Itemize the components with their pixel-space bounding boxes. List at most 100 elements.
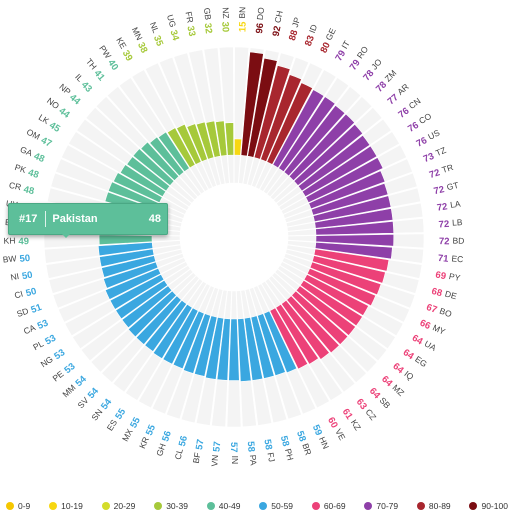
bar-ng[interactable]: [115, 279, 169, 320]
bar-my[interactable]: [306, 267, 377, 307]
bar-es[interactable]: [152, 303, 193, 360]
bar-iq[interactable]: [295, 285, 356, 336]
bar-kz[interactable]: [275, 303, 319, 365]
legend-item-80-89[interactable]: 80-89: [416, 501, 451, 511]
bar-pw[interactable]: [157, 131, 190, 173]
bar-br[interactable]: [257, 313, 286, 376]
bar-kh[interactable]: [98, 234, 153, 246]
legend-label: 30-39: [166, 501, 188, 511]
bar-pa[interactable]: [237, 318, 252, 382]
bar-ci[interactable]: [101, 255, 157, 278]
bar-sv[interactable]: [135, 295, 182, 345]
bar-th[interactable]: [149, 136, 185, 177]
bar-code-label: BR: [300, 442, 313, 456]
legend-item-0-9[interactable]: 0-9: [6, 501, 30, 511]
bar-nz[interactable]: [224, 122, 234, 156]
bar-co[interactable]: [301, 145, 378, 198]
bar-cn[interactable]: [297, 134, 371, 192]
bar-hn[interactable]: [263, 310, 298, 374]
bar-gh[interactable]: [182, 313, 211, 374]
legend-item-10-19[interactable]: 10-19: [49, 501, 83, 511]
bar-no[interactable]: [126, 156, 171, 192]
bar-np[interactable]: [132, 148, 175, 187]
bar-sd[interactable]: [103, 261, 159, 289]
bar-ke[interactable]: [166, 127, 196, 169]
bar-ar[interactable]: [293, 123, 364, 187]
bar-tr[interactable]: [310, 182, 389, 216]
bar-cz[interactable]: [280, 299, 330, 360]
bar-ph[interactable]: [250, 315, 275, 379]
bar-zm[interactable]: [288, 113, 356, 182]
bar-sb[interactable]: [286, 295, 340, 354]
bar-bf[interactable]: [205, 317, 225, 380]
bar-in[interactable]: [228, 318, 240, 381]
bar-nl[interactable]: [186, 123, 208, 162]
bar-la[interactable]: [314, 208, 394, 229]
bar-label-us: 76US: [414, 128, 442, 150]
legend-item-30-39[interactable]: 30-39: [154, 501, 188, 511]
bar-ro[interactable]: [278, 96, 336, 173]
bar-code-label: JP: [290, 16, 302, 29]
bar-do[interactable]: [240, 51, 264, 157]
bar-ca[interactable]: [104, 267, 162, 300]
bar-id[interactable]: [260, 74, 302, 162]
bar-bo[interactable]: [309, 261, 382, 296]
bar-vn[interactable]: [216, 318, 231, 381]
bar-mm[interactable]: [127, 290, 177, 338]
bar-eg[interactable]: [299, 279, 363, 327]
legend-item-60-69[interactable]: 60-69: [311, 501, 346, 511]
legend-item-90-100[interactable]: 90-100: [469, 501, 508, 511]
bar-ve[interactable]: [269, 307, 309, 370]
bar-mx[interactable]: [162, 307, 199, 365]
bar-om[interactable]: [113, 172, 163, 204]
bar-il[interactable]: [140, 141, 180, 182]
bar-bn[interactable]: [234, 138, 242, 156]
bar-label-sd: SD51: [15, 301, 43, 320]
bar-ec[interactable]: [314, 242, 393, 260]
bar-value-label: 88: [286, 29, 300, 42]
legend-item-20-29[interactable]: 20-29: [101, 501, 136, 511]
bar-ch[interactable]: [247, 57, 278, 158]
legend-item-50-59[interactable]: 50-59: [259, 501, 293, 511]
bar-value-label: 54: [99, 396, 115, 412]
bar-sn[interactable]: [144, 299, 188, 352]
bar-us[interactable]: [305, 157, 384, 204]
legend-label: 20-29: [113, 501, 136, 511]
bar-ua[interactable]: [303, 273, 369, 316]
bar-bd[interactable]: [315, 234, 395, 247]
bar-fr[interactable]: [205, 120, 221, 158]
bar-label-br: 58BR: [295, 429, 314, 457]
bar-lb[interactable]: [315, 221, 395, 236]
legend-swatch: [364, 502, 373, 510]
bar-bw[interactable]: [97, 242, 154, 257]
bar-py[interactable]: [313, 248, 390, 272]
bar-jo[interactable]: [283, 104, 346, 177]
bar-cl[interactable]: [194, 315, 218, 377]
bar-code-label: KE: [114, 36, 129, 51]
bar-mz[interactable]: [291, 290, 349, 345]
bar-jp[interactable]: [253, 65, 291, 160]
bar-mn[interactable]: [176, 123, 202, 165]
bar-pe[interactable]: [121, 285, 173, 329]
bar-value-label: 58: [262, 438, 275, 450]
legend-item-40-49[interactable]: 40-49: [206, 501, 240, 511]
bar-value-label: 48: [27, 167, 40, 181]
bar-value-label: 72: [428, 167, 441, 181]
bar-ug[interactable]: [195, 121, 215, 160]
legend-item-70-79[interactable]: 70-79: [364, 501, 398, 511]
bar-code-label: CA: [22, 322, 37, 336]
bar-ni[interactable]: [99, 248, 155, 268]
bar-kr[interactable]: [172, 310, 205, 370]
bar-fj[interactable]: [243, 317, 264, 381]
bar-lk[interactable]: [119, 164, 167, 198]
bar-code-label: BF: [191, 452, 203, 464]
bar-gb[interactable]: [215, 120, 228, 157]
bar-tz[interactable]: [308, 170, 386, 210]
bar-gt[interactable]: [312, 195, 392, 223]
bar-ge[interactable]: [266, 82, 314, 165]
bar-it[interactable]: [272, 89, 325, 169]
bar-de[interactable]: [311, 255, 386, 284]
bar-value-label: 92: [270, 25, 283, 38]
bar-pl[interactable]: [109, 273, 165, 310]
bar-value-label: 76: [406, 120, 421, 135]
